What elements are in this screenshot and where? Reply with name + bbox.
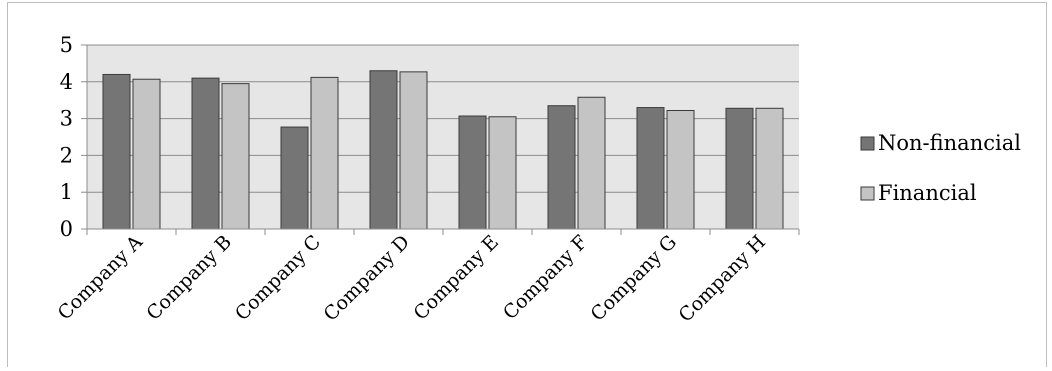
bar-non-financial-company-a — [102, 73, 131, 230]
legend-swatch-financial — [860, 186, 875, 201]
x-tick-label: Company F — [499, 231, 592, 324]
y-axis-ticks: 0 1 2 3 4 5 — [60, 33, 87, 241]
y-tick-label: 5 — [60, 33, 73, 57]
legend: Non-financial Financial — [860, 131, 1021, 205]
bar-financial-company-e — [488, 116, 517, 230]
bar-financial-company-d — [399, 71, 428, 230]
bar-non-financial-company-f — [547, 105, 576, 230]
y-tick-label: 3 — [60, 107, 73, 131]
bar-financial-company-b — [221, 83, 250, 230]
x-tick-label: Company G — [587, 231, 682, 326]
legend-label-financial: Financial — [878, 181, 977, 205]
bar-financial-company-g — [666, 110, 695, 230]
y-tick-label: 0 — [60, 217, 73, 241]
bar-financial-company-c — [310, 76, 339, 230]
bar-non-financial-company-e — [458, 115, 487, 230]
bar-non-financial-company-d — [369, 70, 398, 230]
bar-non-financial-company-g — [636, 107, 665, 230]
bar-non-financial-company-h — [725, 107, 754, 230]
legend-swatch-non-financial — [860, 136, 875, 151]
x-tick-label: Company H — [675, 231, 771, 327]
bar-financial-company-a — [132, 78, 161, 230]
x-tick-label: Company A — [54, 231, 148, 325]
legend-label-non-financial: Non-financial — [878, 131, 1021, 155]
y-tick-label: 4 — [60, 70, 73, 94]
bar-non-financial-company-c — [280, 126, 309, 230]
x-tick-label: Company D — [319, 231, 414, 326]
x-tick-label: Company C — [231, 231, 325, 325]
bar-financial-company-f — [577, 96, 606, 230]
bar-non-financial-company-b — [191, 77, 220, 230]
bar-financial-company-h — [755, 107, 784, 230]
x-tick-label: Company E — [409, 231, 503, 325]
y-tick-label: 1 — [60, 180, 73, 204]
bars — [102, 70, 784, 230]
x-tick-label: Company B — [142, 231, 236, 325]
y-tick-label: 2 — [60, 143, 73, 167]
